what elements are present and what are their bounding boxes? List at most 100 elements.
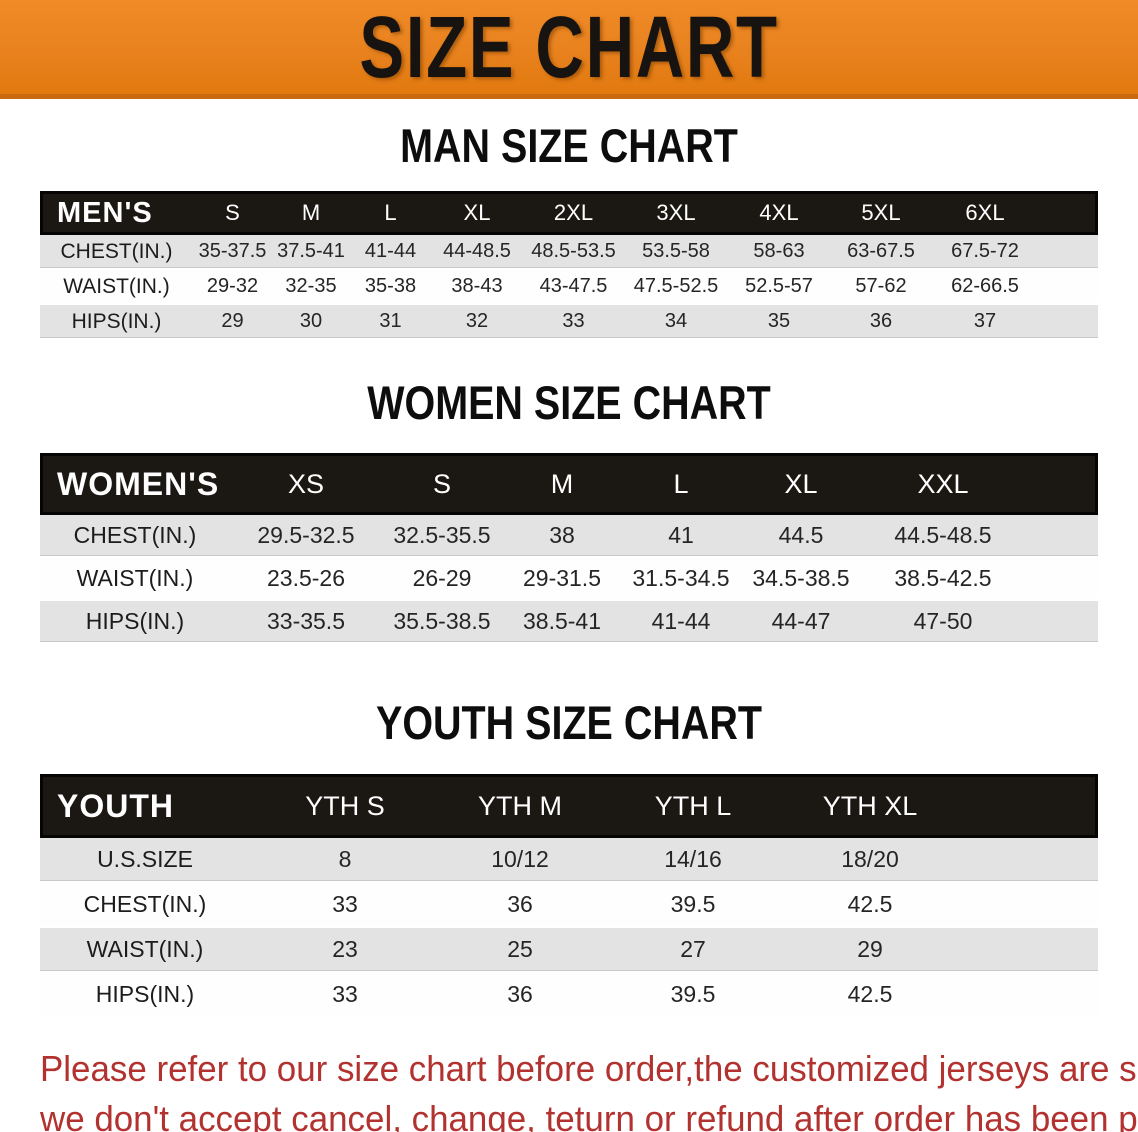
filler-cell	[1024, 558, 1098, 601]
size-value-cell: 67.5-72	[932, 235, 1038, 270]
row-label: WAIST(IN.)	[40, 270, 193, 305]
size-value-cell: 47-50	[862, 601, 1024, 644]
women-category-label: WOMEN'S	[40, 453, 230, 515]
size-value-cell: 53.5-58	[624, 235, 728, 270]
size-value-cell: 35-38	[350, 270, 431, 305]
size-value-cell: 23.5-26	[230, 558, 382, 601]
filler-cell	[954, 928, 1098, 973]
size-value-cell: 27	[600, 928, 786, 973]
size-value-cell: 35	[728, 305, 830, 340]
size-value-cell: 44-48.5	[431, 235, 523, 270]
size-value-cell: 29	[193, 305, 272, 340]
size-value-cell: 34	[624, 305, 728, 340]
women-size-table: WOMEN'S XS S M L XL XXL CHEST(IN.) 29.5-32.5 32.5…	[40, 453, 1098, 644]
size-value-cell: 14/16	[600, 838, 786, 883]
women-size-header-xl: XL	[740, 453, 862, 515]
size-value-cell: 43-47.5	[523, 270, 624, 305]
women-header-row: WOMEN'S XS S M L XL XXL	[40, 453, 1098, 515]
size-value-cell: 30	[272, 305, 350, 340]
filler-cell	[1038, 235, 1098, 270]
filler-cell	[1024, 515, 1098, 558]
size-value-cell: 29	[786, 928, 954, 973]
size-value-cell: 33	[250, 883, 440, 928]
men-size-header-6xl: 6XL	[932, 191, 1038, 235]
filler-cell	[954, 838, 1098, 883]
size-value-cell: 26-29	[382, 558, 502, 601]
row-label: CHEST(IN.)	[40, 235, 193, 270]
size-value-cell: 31	[350, 305, 431, 340]
row-label: U.S.SIZE	[40, 838, 250, 883]
size-value-cell: 42.5	[786, 973, 954, 1018]
women-size-table-container: WOMEN'S XS S M L XL XXL CHEST(IN.) 29.5-32.5 32.5…	[0, 453, 1138, 644]
size-value-cell: 38.5-41	[502, 601, 622, 644]
youth-row-u.s.size: U.S.SIZE 8 10/12 14/16 18/20	[40, 838, 1098, 883]
youth-size-table-container: YOUTH YTH S YTH M YTH L YTH XL U.S.SIZE 8 10/12…	[0, 774, 1138, 1018]
filler-header-cell	[1038, 191, 1098, 235]
disclaimer-line-2: we don't accept cancel, change, teturn o…	[40, 1098, 1138, 1132]
youth-category-label: YOUTH	[40, 774, 250, 838]
youth-row-hips-in.-: HIPS(IN.) 33 36 39.5 42.5	[40, 973, 1098, 1018]
filler-header-cell	[1024, 453, 1098, 515]
women-size-header-xxl: XXL	[862, 453, 1024, 515]
size-value-cell: 36	[830, 305, 932, 340]
size-value-cell: 31.5-34.5	[622, 558, 740, 601]
size-value-cell: 41	[622, 515, 740, 558]
filler-cell	[1038, 270, 1098, 305]
row-label: CHEST(IN.)	[40, 883, 250, 928]
row-label: HIPS(IN.)	[40, 973, 250, 1018]
size-value-cell: 23	[250, 928, 440, 973]
row-label: HIPS(IN.)	[40, 601, 230, 644]
size-value-cell: 35-37.5	[193, 235, 272, 270]
size-value-cell: 29.5-32.5	[230, 515, 382, 558]
size-value-cell: 38.5-42.5	[862, 558, 1024, 601]
row-label: WAIST(IN.)	[40, 558, 230, 601]
youth-row-chest-in.-: CHEST(IN.) 33 36 39.5 42.5	[40, 883, 1098, 928]
youth-size-header-yth-m: YTH M	[440, 774, 600, 838]
men-row-hips-in.-: HIPS(IN.) 29 30 31 32 33 34 35 36 37	[40, 305, 1098, 340]
youth-size-table: YOUTH YTH S YTH M YTH L YTH XL U.S.SIZE 8 10/12…	[40, 774, 1098, 1018]
men-size-header-5xl: 5XL	[830, 191, 932, 235]
size-value-cell: 38-43	[431, 270, 523, 305]
size-value-cell: 42.5	[786, 883, 954, 928]
size-value-cell: 52.5-57	[728, 270, 830, 305]
men-size-header-4xl: 4XL	[728, 191, 830, 235]
disclaimer-line-1: Please refer to our size chart before or…	[40, 1048, 1138, 1089]
women-size-header-l: L	[622, 453, 740, 515]
size-value-cell: 48.5-53.5	[523, 235, 624, 270]
size-value-cell: 35.5-38.5	[382, 601, 502, 644]
size-value-cell: 47.5-52.5	[624, 270, 728, 305]
women-size-header-m: M	[502, 453, 622, 515]
size-value-cell: 63-67.5	[830, 235, 932, 270]
row-label: HIPS(IN.)	[40, 305, 193, 340]
size-chart-banner: SIZE CHART	[0, 0, 1138, 99]
size-value-cell: 25	[440, 928, 600, 973]
size-value-cell: 32	[431, 305, 523, 340]
size-value-cell: 34.5-38.5	[740, 558, 862, 601]
men-size-header-l: L	[350, 191, 431, 235]
men-size-header-m: M	[272, 191, 350, 235]
filler-cell	[954, 883, 1098, 928]
size-value-cell: 32-35	[272, 270, 350, 305]
row-label: CHEST(IN.)	[40, 515, 230, 558]
size-value-cell: 37	[932, 305, 1038, 340]
men-category-label: MEN'S	[40, 191, 193, 235]
size-value-cell: 33	[250, 973, 440, 1018]
size-value-cell: 36	[440, 973, 600, 1018]
size-value-cell: 39.5	[600, 883, 786, 928]
size-value-cell: 44.5-48.5	[862, 515, 1024, 558]
row-label: WAIST(IN.)	[40, 928, 250, 973]
youth-size-header-yth-s: YTH S	[250, 774, 440, 838]
size-value-cell: 41-44	[350, 235, 431, 270]
banner-title: SIZE CHART	[359, 0, 779, 96]
size-value-cell: 29-32	[193, 270, 272, 305]
size-value-cell: 33-35.5	[230, 601, 382, 644]
men-size-header-2xl: 2XL	[523, 191, 624, 235]
size-value-cell: 37.5-41	[272, 235, 350, 270]
men-row-waist-in.-: WAIST(IN.) 29-32 32-35 35-38 38-43 43-47.5 47.…	[40, 270, 1098, 305]
filler-cell	[1038, 305, 1098, 340]
youth-row-waist-in.-: WAIST(IN.) 23 25 27 29	[40, 928, 1098, 973]
filler-cell	[1024, 601, 1098, 644]
youth-section-heading: YOUTH SIZE CHART	[375, 696, 763, 749]
size-value-cell: 33	[523, 305, 624, 340]
man-size-table-container: MEN'S S M L XL 2XL 3XL 4XL 5XL 6XL CHEST(IN.) 35-37…	[0, 191, 1138, 340]
